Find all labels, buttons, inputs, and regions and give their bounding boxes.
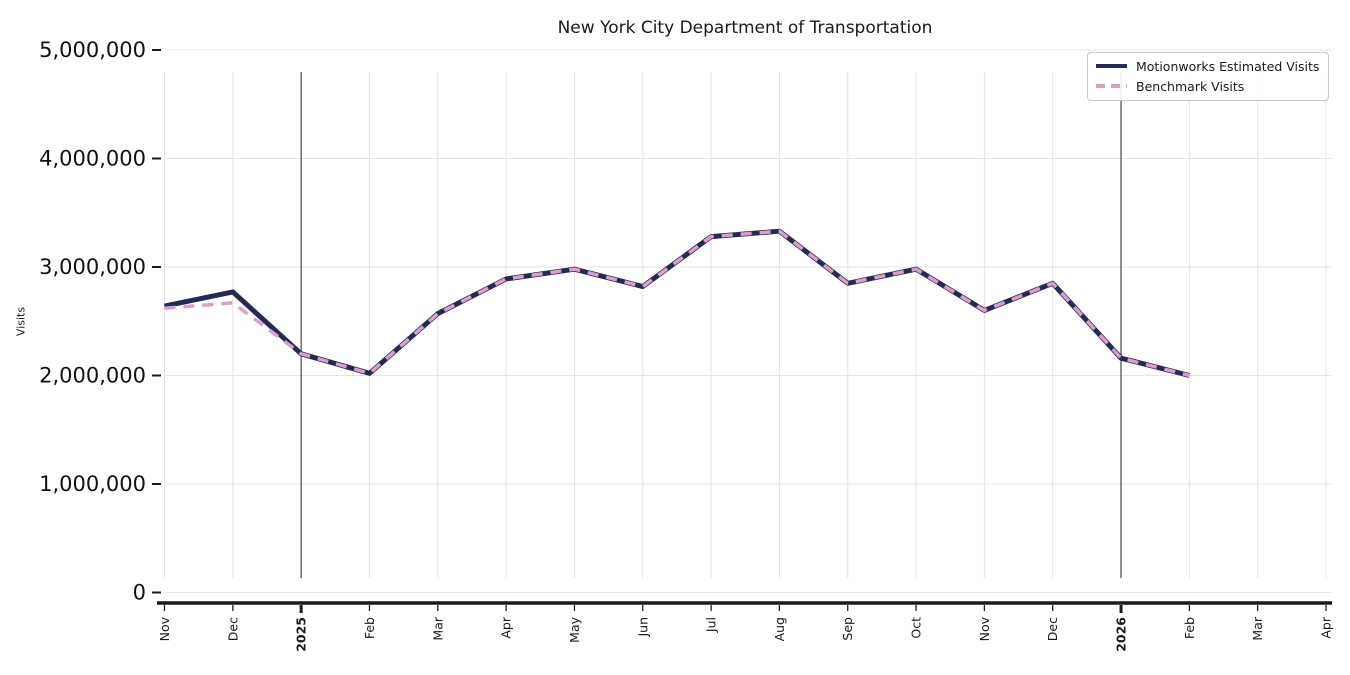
x-tick-label: Mar <box>430 616 445 640</box>
x-tick-label: Feb <box>1182 617 1197 639</box>
x-tick-label: Sep <box>840 617 855 641</box>
year-separator-lines <box>300 72 1122 578</box>
x-tick-label: Feb <box>362 617 377 639</box>
x-tick-label: Nov <box>157 616 172 641</box>
legend-item-benchmark: Benchmark Visits <box>1096 78 1319 94</box>
legend-line-dashed-icon <box>1096 84 1127 88</box>
y-tick-label: 5,000,000 <box>39 38 146 62</box>
x-tick-label: Jun <box>635 617 650 638</box>
series-motionworks <box>163 228 1190 378</box>
legend-label: Motionworks Estimated Visits <box>1136 58 1320 74</box>
x-tick-label: Oct <box>909 617 924 639</box>
legend-item-motionworks: Motionworks Estimated Visits <box>1096 58 1319 74</box>
x-gridlines <box>164 72 1327 578</box>
x-ticks <box>163 605 1327 613</box>
y-tick-label: 3,000,000 <box>39 255 146 279</box>
x-tick-label: Dec <box>225 617 240 641</box>
series-benchmark <box>164 229 1190 378</box>
x-tick-label: Jul <box>704 617 719 633</box>
x-tick-label: Dec <box>1045 617 1060 641</box>
series-lines <box>163 228 1190 378</box>
y-tick-label: 1,000,000 <box>39 472 146 496</box>
x-tick-label: May <box>567 616 582 642</box>
y-tick-labels: 0 1,000,000 2,000,000 3,000,000 4,000,000 5,0… <box>39 38 146 605</box>
y-tick-label: 2,000,000 <box>39 364 146 388</box>
x-tick-label: Aug <box>772 617 787 641</box>
y-axis-label: Visits <box>14 306 28 337</box>
y-tick-label: 0 <box>133 581 146 605</box>
x-tick-label: 2026 <box>1114 617 1129 652</box>
x-tick-label: Nov <box>977 616 992 641</box>
x-tick-label: 2025 <box>294 617 309 652</box>
legend-line-solid-icon <box>1096 64 1127 68</box>
y-ticks <box>152 49 161 594</box>
x-tick-labels: Nov Dec 2025 Feb Mar Apr May Jun Jul Aug Sep Oct Nov… <box>157 616 1334 652</box>
chart-title: New York City Department of Transportati… <box>557 18 933 38</box>
y-tick-label: 4,000,000 <box>39 147 146 171</box>
x-tick-label: Apr <box>1319 616 1334 638</box>
x-tick-label: Mar <box>1250 616 1265 640</box>
x-tick-label: Apr <box>499 616 514 638</box>
y-gridlines <box>164 49 1331 593</box>
legend: Motionworks Estimated Visits Benchmark V… <box>1087 52 1330 101</box>
legend-label: Benchmark Visits <box>1136 78 1245 94</box>
